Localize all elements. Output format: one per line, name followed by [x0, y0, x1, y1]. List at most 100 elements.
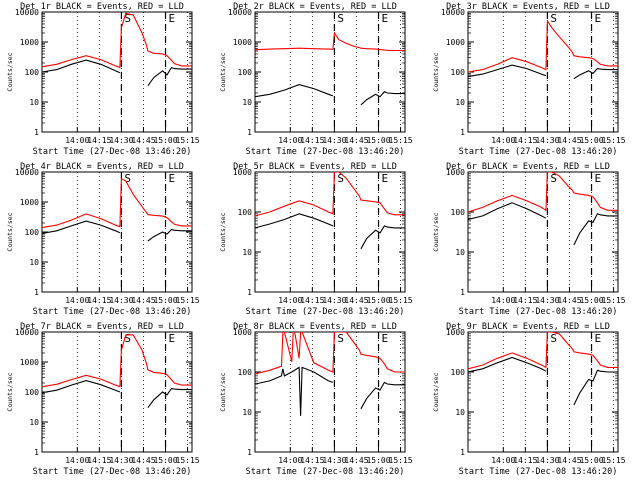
- y-tick-label: 100: [25, 228, 40, 237]
- y-tick-label: 100: [451, 68, 466, 77]
- y-tick-label: 1000: [233, 38, 252, 47]
- x-tick-label: 14:15: [87, 136, 111, 145]
- x-tick-label: 15:15: [176, 456, 200, 465]
- y-tick-label: 100: [451, 208, 466, 217]
- y-tick-label: 10000: [15, 8, 39, 17]
- x-tick-label: 14:30: [322, 456, 346, 465]
- marker-label-E: E: [595, 332, 602, 345]
- marker-label-E: E: [169, 332, 176, 345]
- x-tick-label: 15:15: [176, 296, 200, 305]
- y-tick-label: 1: [460, 288, 465, 297]
- x-tick-label: 15:00: [153, 456, 177, 465]
- x-tick-label: 14:00: [491, 296, 515, 305]
- marker-label-E: E: [169, 12, 176, 25]
- detector-plot-6: Det 6r BLACK = Events, RED = LLD Counts/s…: [432, 162, 626, 317]
- plot-title: Det 2r BLACK = Events, RED = LLD: [233, 2, 397, 12]
- detector-plot-8: Det 8r BLACK = Events, RED = LLD Counts/s…: [219, 322, 413, 477]
- marker-label-S: S: [337, 332, 344, 345]
- marker-label-S: S: [124, 172, 131, 185]
- y-tick-label: 1000: [446, 328, 465, 337]
- x-axis-label: Start Time (27-Dec-08 13:46:20): [33, 147, 192, 157]
- x-tick-label: 14:15: [513, 136, 537, 145]
- plot-frame: [254, 331, 406, 453]
- y-tick-label: 10000: [228, 8, 252, 17]
- plot-title: Det 7r BLACK = Events, RED = LLD: [20, 322, 184, 332]
- y-tick-label: 10: [29, 418, 39, 427]
- x-tick-label: 15:15: [389, 456, 413, 465]
- y-tick-label: 100: [238, 368, 253, 377]
- detector-plot-4: Det 4r BLACK = Events, RED = LLD Counts/s…: [6, 162, 200, 317]
- x-tick-label: 14:30: [322, 136, 346, 145]
- x-axis-label: Start Time (27-Dec-08 13:46:20): [33, 467, 192, 477]
- lld-series-line: [255, 332, 405, 375]
- lld-series-line: [468, 332, 618, 370]
- marker-label-E: E: [382, 172, 389, 185]
- y-axis-label: Counts/sec: [432, 212, 440, 251]
- events-series-line: [42, 220, 192, 242]
- x-tick-label: 15:15: [602, 456, 626, 465]
- x-tick-label: 14:45: [557, 456, 581, 465]
- lld-series-line: [42, 334, 192, 388]
- detector-plot-5: Det 5r BLACK = Events, RED = LLD Counts/s…: [219, 162, 413, 317]
- x-tick-label: 14:45: [131, 136, 155, 145]
- x-tick-label: 15:15: [602, 296, 626, 305]
- y-axis-label: Counts/sec: [432, 372, 440, 411]
- x-tick-label: 14:00: [278, 456, 302, 465]
- y-tick-label: 10000: [15, 168, 39, 177]
- marker-label-E: E: [595, 172, 602, 185]
- marker-label-S: S: [550, 12, 557, 25]
- x-tick-label: 14:15: [87, 456, 111, 465]
- y-tick-label: 10000: [441, 8, 465, 17]
- y-axis-label: Counts/sec: [219, 212, 227, 251]
- lld-series-line: [42, 12, 192, 69]
- x-tick-label: 15:15: [389, 136, 413, 145]
- marker-label-S: S: [550, 172, 557, 185]
- events-series-line: [468, 202, 618, 246]
- detector-plot-9: Det 9r BLACK = Events, RED = LLD Counts/s…: [432, 322, 626, 477]
- x-tick-label: 14:30: [535, 296, 559, 305]
- lld-series-line: [468, 172, 618, 213]
- y-tick-label: 1000: [20, 358, 39, 367]
- y-tick-label: 10: [455, 248, 465, 257]
- x-tick-label: 15:00: [366, 456, 390, 465]
- x-tick-label: 15:00: [579, 456, 603, 465]
- x-tick-label: 15:00: [366, 136, 390, 145]
- x-tick-label: 14:15: [513, 456, 537, 465]
- x-tick-label: 14:45: [344, 136, 368, 145]
- events-series-line: [255, 213, 405, 250]
- y-tick-label: 100: [25, 388, 40, 397]
- events-series-line: [255, 366, 405, 416]
- x-tick-label: 14:15: [300, 136, 324, 145]
- y-axis-label: Counts/sec: [219, 372, 227, 411]
- marker-label-S: S: [337, 172, 344, 185]
- y-tick-label: 100: [451, 368, 466, 377]
- x-tick-label: 15:00: [579, 136, 603, 145]
- y-axis-label: Counts/sec: [6, 212, 14, 251]
- plot-frame: [254, 171, 406, 293]
- events-series-line: [42, 380, 192, 409]
- y-tick-label: 1: [34, 448, 39, 457]
- marker-label-S: S: [124, 12, 131, 25]
- y-tick-label: 1: [34, 288, 39, 297]
- x-tick-label: 14:45: [344, 296, 368, 305]
- plot-title: Det 4r BLACK = Events, RED = LLD: [20, 162, 184, 172]
- y-tick-label: 1000: [20, 198, 39, 207]
- y-tick-label: 100: [25, 68, 40, 77]
- marker-label-S: S: [550, 332, 557, 345]
- y-tick-label: 10: [242, 248, 252, 257]
- y-axis-label: Counts/sec: [219, 52, 227, 91]
- y-tick-label: 10: [455, 408, 465, 417]
- x-tick-label: 14:00: [278, 136, 302, 145]
- x-axis-label: Start Time (27-Dec-08 13:46:20): [246, 147, 405, 157]
- detector-plot-3: Det 3r BLACK = Events, RED = LLD Counts/s…: [432, 2, 626, 157]
- plot-title: Det 5r BLACK = Events, RED = LLD: [233, 162, 397, 172]
- x-tick-label: 14:00: [491, 456, 515, 465]
- x-tick-label: 15:15: [176, 136, 200, 145]
- x-tick-label: 14:45: [344, 456, 368, 465]
- x-axis-label: Start Time (27-Dec-08 13:46:20): [459, 307, 618, 317]
- plot-title: Det 8r BLACK = Events, RED = LLD: [233, 322, 397, 332]
- y-tick-label: 1000: [233, 328, 252, 337]
- x-tick-label: 14:45: [557, 296, 581, 305]
- x-tick-label: 15:00: [153, 296, 177, 305]
